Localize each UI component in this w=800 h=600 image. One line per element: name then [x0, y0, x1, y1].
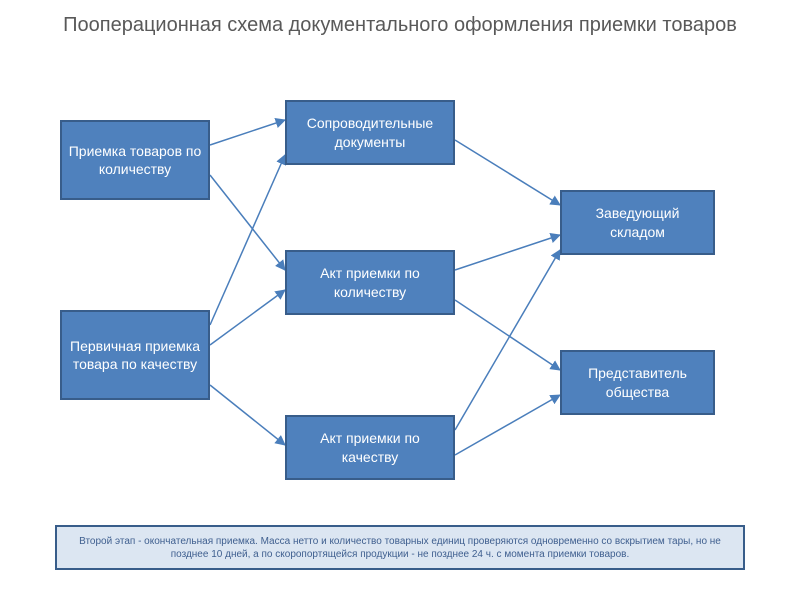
node-quality-act: Акт приемки по качеству [285, 415, 455, 480]
node-label: Представитель общества [568, 364, 707, 400]
footer-text: Второй этап - окончательная приемка. Мас… [77, 535, 723, 561]
node-qty-act: Акт приемки по количеству [285, 250, 455, 315]
node-label: Заведующий складом [568, 204, 707, 240]
node-accompanying-docs: Сопроводительные документы [285, 100, 455, 165]
node-label: Акт приемки по качеству [293, 429, 447, 465]
node-quality-primary: Первичная приемка товара по качеству [60, 310, 210, 400]
node-qty-acceptance: Приемка товаров по количеству [60, 120, 210, 200]
diagram-canvas: Приемка товаров по количеству Первичная … [0, 0, 800, 600]
node-label: Первичная приемка товара по качеству [68, 337, 202, 373]
node-warehouse-manager: Заведующий складом [560, 190, 715, 255]
node-label: Приемка товаров по количеству [68, 142, 202, 178]
node-society-rep: Представитель общества [560, 350, 715, 415]
footer-note: Второй этап - окончательная приемка. Мас… [55, 525, 745, 570]
node-label: Акт приемки по количеству [293, 264, 447, 300]
node-label: Сопроводительные документы [293, 114, 447, 150]
